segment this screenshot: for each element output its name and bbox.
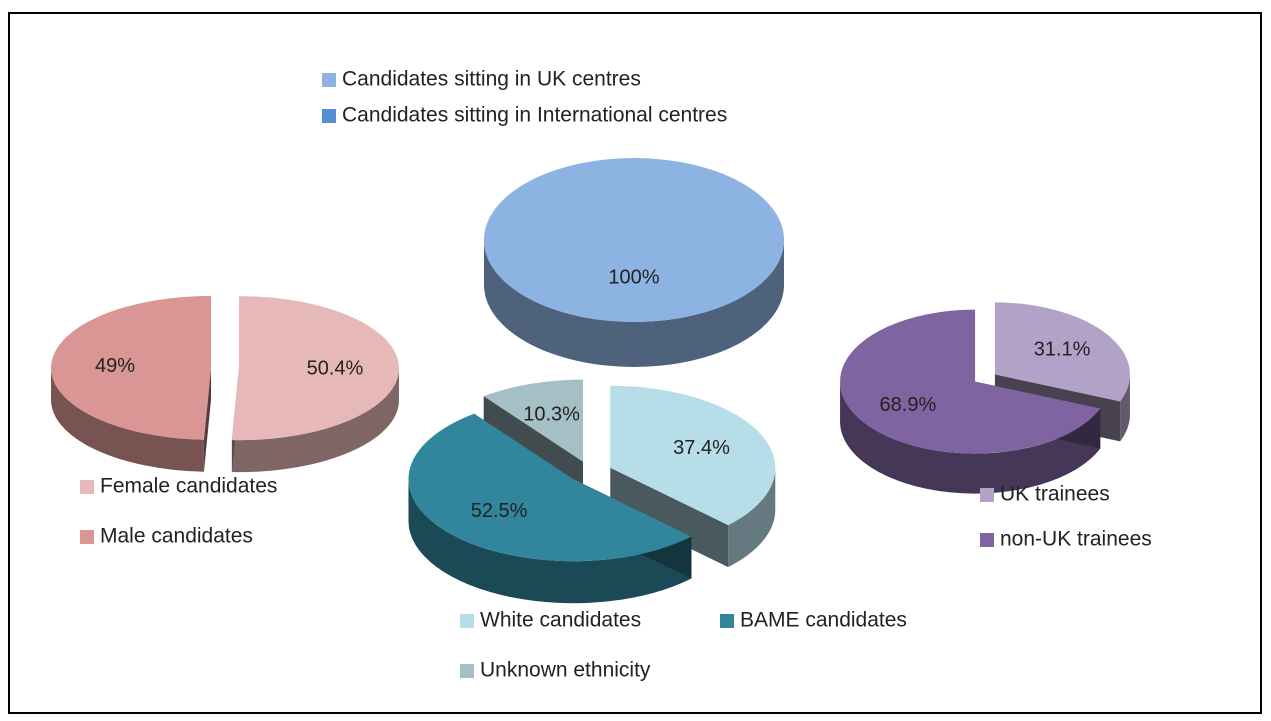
frame [8, 12, 1262, 714]
slice-side [840, 381, 1101, 494]
slice [51, 295, 212, 440]
legend-swatch [322, 109, 336, 123]
legend-swatch [720, 614, 734, 628]
value-label: 37.4% [673, 437, 730, 459]
legend-label: Female candidates [100, 475, 277, 498]
slice [994, 302, 1130, 402]
value-label: 31.1% [1034, 339, 1091, 361]
legend-swatch [980, 533, 994, 547]
slice-side [484, 240, 784, 367]
slice [408, 413, 692, 562]
legend-swatch [460, 664, 474, 678]
legend-swatch [322, 73, 336, 87]
legend-label: BAME candidates [740, 609, 907, 632]
slice-cut [203, 367, 212, 472]
legend-label: Unknown ethnicity [480, 659, 651, 682]
legend-label: Candidates sitting in International cent… [342, 104, 727, 127]
slice-side [51, 367, 204, 472]
slice [840, 309, 1101, 454]
slice-side [1120, 374, 1130, 442]
legend-swatch [80, 480, 94, 494]
legend-label: Candidates sitting in UK centres [342, 68, 641, 91]
value-label: 68.9% [880, 394, 937, 416]
slice-side [728, 467, 776, 568]
legend-label: White candidates [480, 609, 641, 632]
value-label: 52.5% [471, 500, 528, 522]
slice [483, 157, 785, 322]
value-label: 10.3% [523, 403, 580, 425]
legend-label: UK trainees [1000, 483, 1110, 506]
value-label: 50.4% [307, 357, 364, 379]
slice [483, 379, 584, 462]
legend-label: non-UK trainees [1000, 528, 1152, 551]
slice-cut [610, 467, 729, 568]
slice [231, 296, 399, 441]
legend-swatch [460, 614, 474, 628]
slice-side [231, 368, 399, 473]
slice [610, 385, 776, 526]
slice-side [408, 479, 692, 604]
value-label: 100% [608, 266, 659, 288]
legend-label: Male candidates [100, 525, 253, 548]
legend-swatch [980, 488, 994, 502]
legend-swatch [80, 530, 94, 544]
value-label: 49% [95, 355, 135, 377]
